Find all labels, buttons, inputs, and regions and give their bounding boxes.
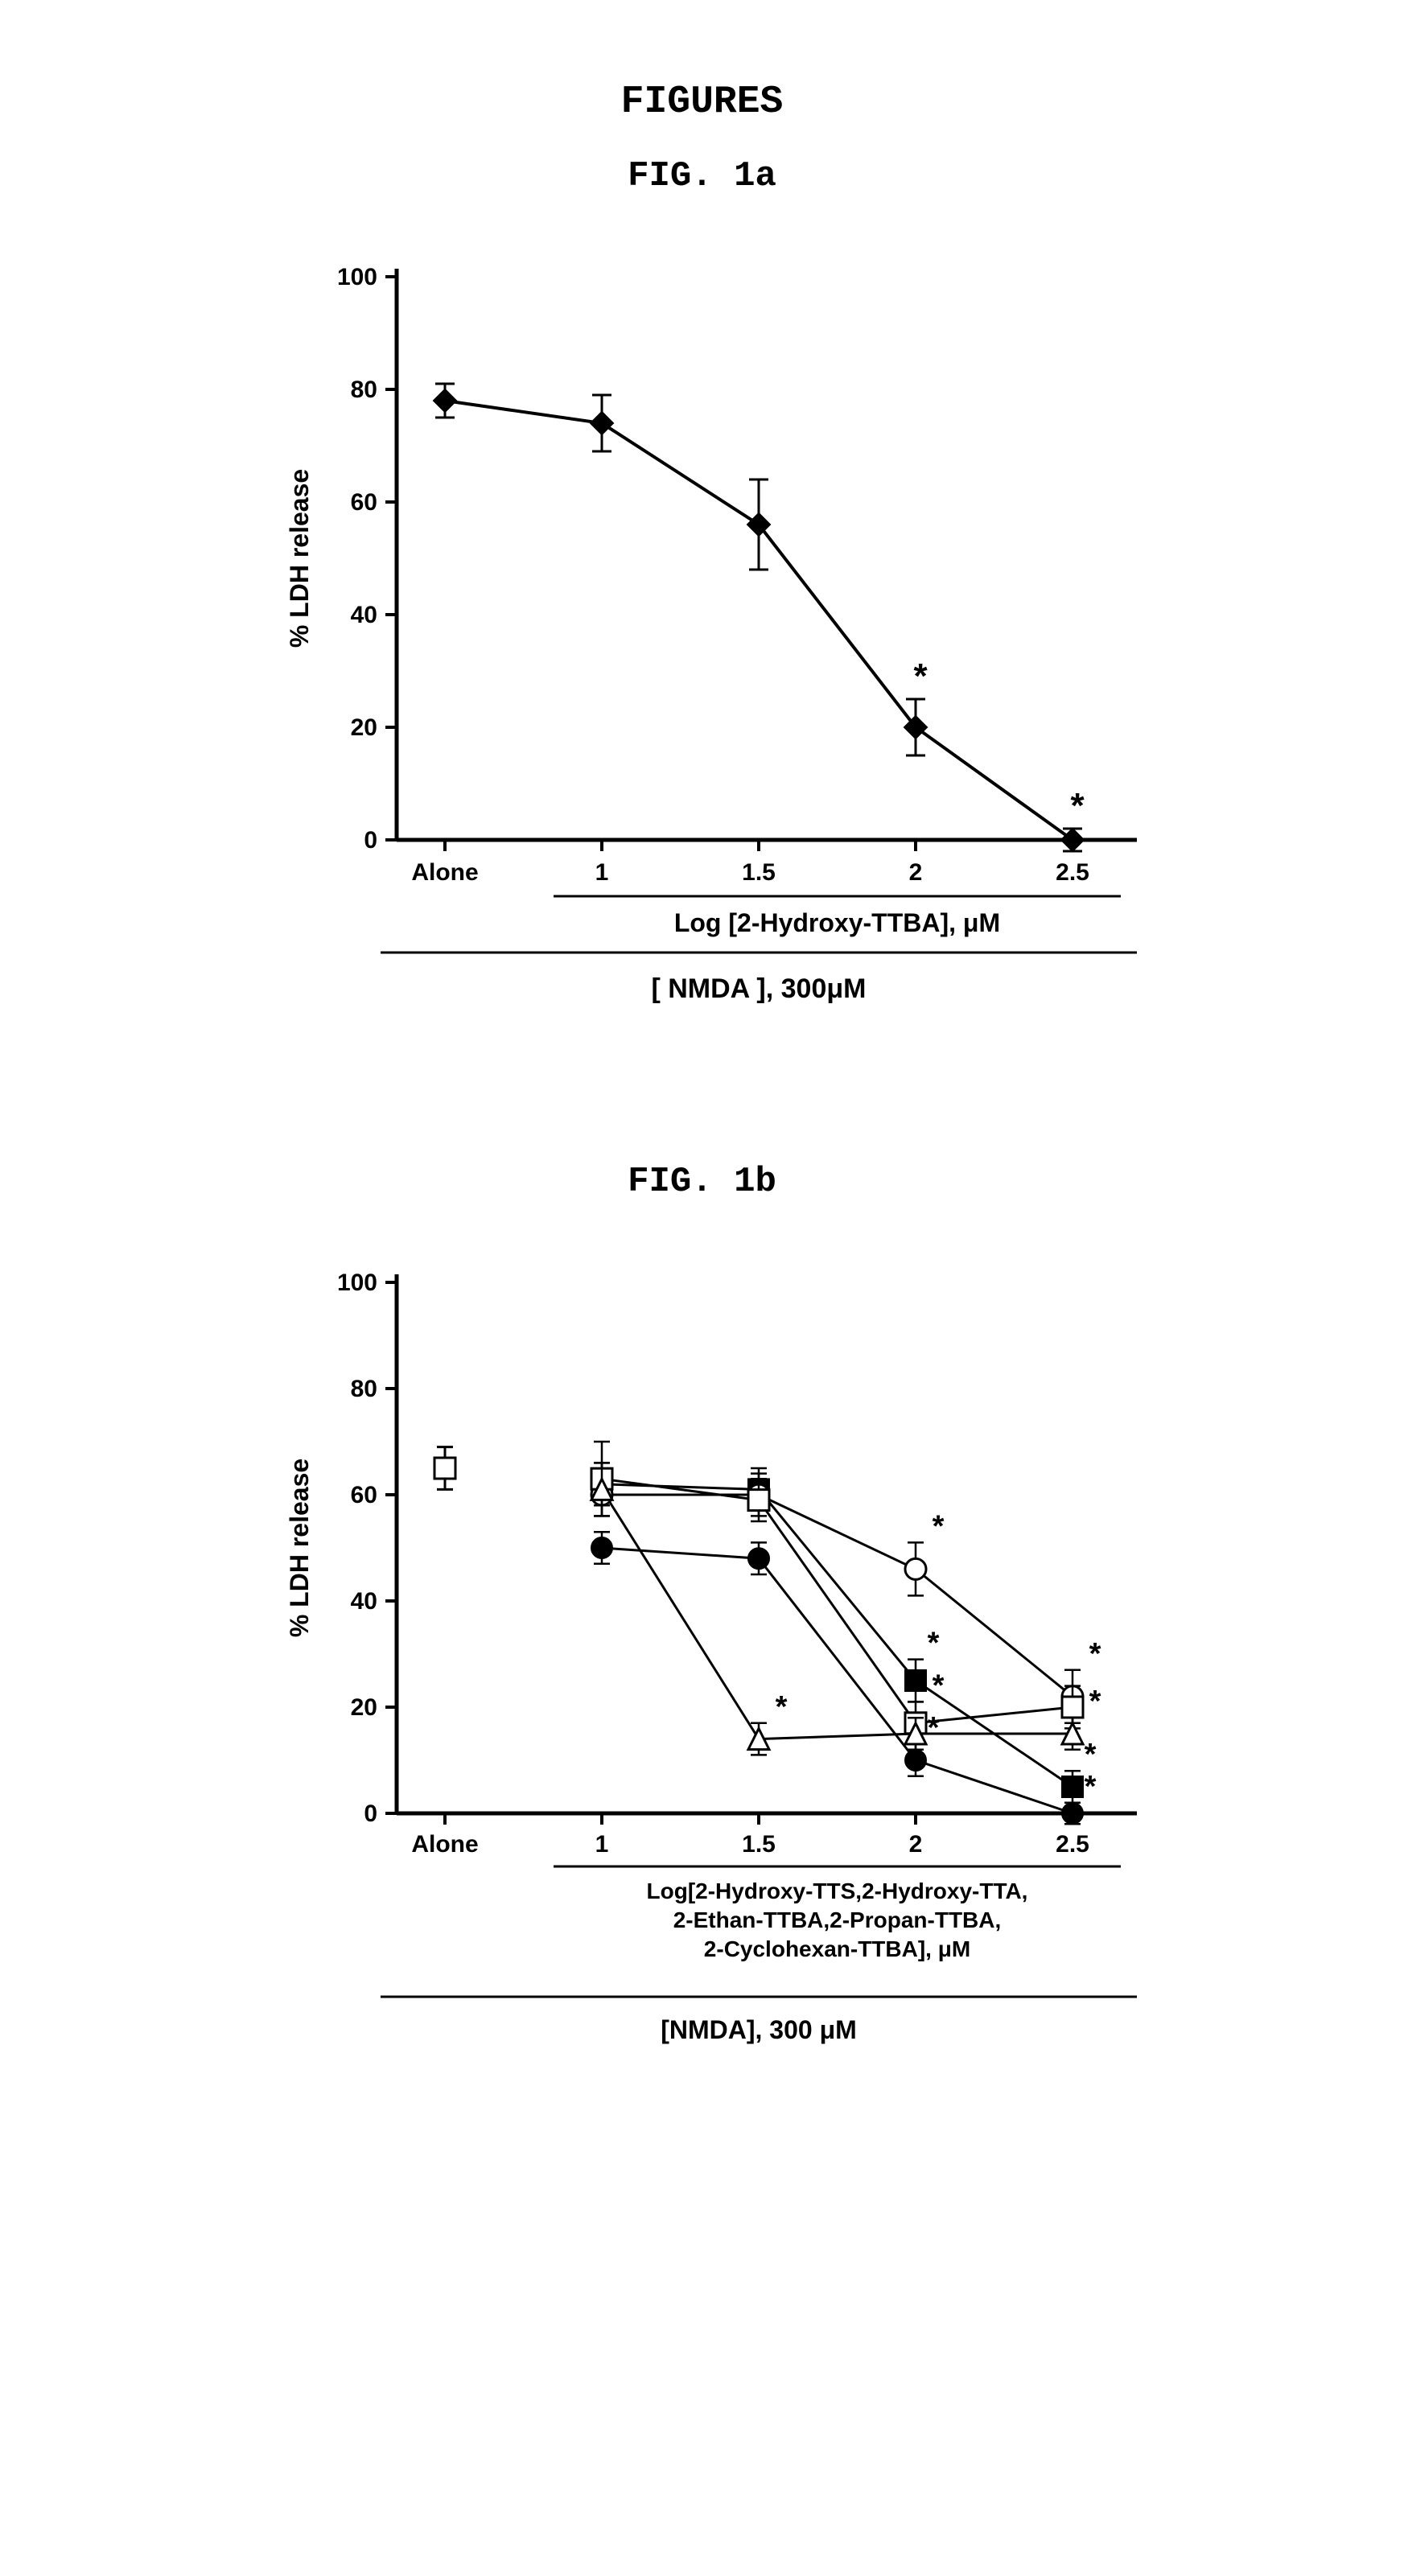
svg-text:*: * (1084, 1770, 1096, 1804)
svg-text:0: 0 (364, 827, 377, 854)
svg-text:*: * (927, 1711, 939, 1745)
svg-text:2-Cyclohexan-TTBA], μM: 2-Cyclohexan-TTBA], μM (703, 1936, 970, 1961)
svg-text:*: * (1084, 1738, 1096, 1772)
svg-text:60: 60 (350, 489, 377, 516)
svg-text:40: 40 (350, 1588, 377, 1615)
chart-b-container: 020406080100% LDH releaseAlone11.522.5**… (220, 1234, 1185, 2199)
svg-text:2.5: 2.5 (1056, 1831, 1089, 1858)
svg-text:*: * (932, 1509, 944, 1543)
svg-text:0: 0 (364, 1800, 377, 1827)
svg-text:*: * (1070, 786, 1085, 825)
svg-text:1.5: 1.5 (742, 1831, 776, 1858)
svg-text:*: * (775, 1690, 787, 1724)
svg-text:Log [2-Hydroxy-TTBA], μM: Log [2-Hydroxy-TTBA], μM (673, 908, 999, 937)
svg-text:40: 40 (350, 602, 377, 628)
svg-text:*: * (927, 1627, 939, 1660)
heading-figures: FIGURES (0, 80, 1404, 124)
svg-text:100: 100 (336, 1269, 377, 1296)
svg-text:80: 80 (350, 1376, 377, 1402)
svg-text:[ NMDA ], 300μM: [ NMDA ], 300μM (651, 973, 866, 1004)
heading-fig1a: FIG. 1a (0, 156, 1404, 196)
chart-b: 020406080100% LDH releaseAlone11.522.5**… (220, 1234, 1185, 2199)
svg-text:% LDH release: % LDH release (285, 469, 314, 648)
chart-a: 0 20 40 60 80 100 % LDH release Alone 1 1.5 2 2.5 * *… (220, 228, 1185, 1113)
svg-text:*: * (913, 656, 928, 696)
svg-text:1: 1 (595, 859, 608, 886)
svg-text:20: 20 (350, 1694, 377, 1721)
page: FIGURES FIG. 1a 020406080100% LDH releas… (0, 0, 1404, 2296)
svg-text:*: * (1089, 1637, 1101, 1671)
svg-text:80: 80 (350, 377, 377, 403)
svg-text:Log[2-Hydroxy-TTS,2-Hydroxy-TT: Log[2-Hydroxy-TTS,2-Hydroxy-TTA, (646, 1879, 1027, 1903)
chart-a-container: 0 20 40 60 80 100 % LDH release Alone 1 1.5 2 2.5 * *… (220, 228, 1185, 1113)
svg-text:% LDH release: % LDH release (285, 1459, 314, 1637)
svg-text:100: 100 (336, 264, 377, 290)
svg-text:[NMDA], 300 μM: [NMDA], 300 μM (661, 2015, 857, 2044)
svg-text:2-Ethan-TTBA,2-Propan-TTBA,: 2-Ethan-TTBA,2-Propan-TTBA, (673, 1907, 1001, 1932)
svg-text:*: * (932, 1669, 944, 1702)
svg-text:1: 1 (595, 1831, 608, 1858)
svg-text:*: * (1089, 1685, 1101, 1718)
svg-text:Alone: Alone (411, 1831, 478, 1858)
svg-text:2: 2 (908, 1831, 922, 1858)
svg-text:2.5: 2.5 (1056, 859, 1089, 886)
svg-text:60: 60 (350, 1482, 377, 1508)
svg-text:1.5: 1.5 (742, 859, 776, 886)
svg-text:Alone: Alone (411, 859, 478, 886)
heading-fig1b: FIG. 1b (0, 1162, 1404, 1202)
svg-text:2: 2 (908, 859, 922, 886)
svg-text:20: 20 (350, 714, 377, 741)
